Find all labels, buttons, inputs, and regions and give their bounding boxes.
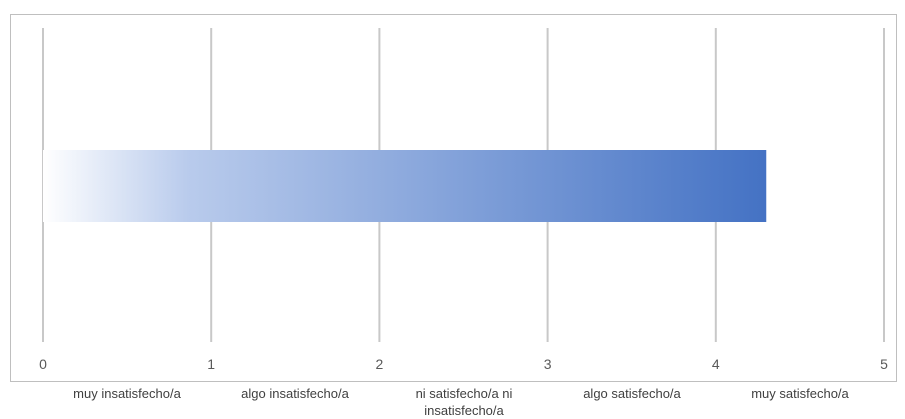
scale-label: muy satisfecho/a bbox=[751, 386, 849, 401]
scale-label: algo satisfecho/a bbox=[583, 386, 681, 401]
scale-label: muy insatisfecho/a bbox=[73, 386, 181, 401]
x-tick-label: 2 bbox=[376, 356, 384, 372]
scale-label: ni satisfecho/a ni insatisfecho/a bbox=[415, 386, 513, 418]
x-tick-label: 1 bbox=[207, 356, 215, 372]
x-tick-label: 4 bbox=[712, 356, 720, 372]
x-tick-label: 5 bbox=[880, 356, 888, 372]
bar-0 bbox=[43, 150, 767, 222]
x-tick-label: 0 bbox=[39, 356, 47, 372]
x-tick-label: 3 bbox=[544, 356, 552, 372]
scale-label: algo insatisfecho/a bbox=[241, 386, 349, 401]
